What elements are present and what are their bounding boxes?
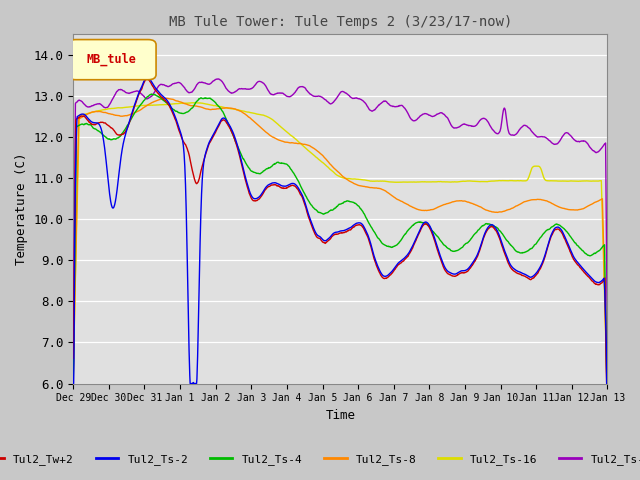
FancyBboxPatch shape — [68, 39, 156, 80]
X-axis label: Time: Time — [325, 409, 355, 422]
Text: MB_tule: MB_tule — [87, 53, 137, 67]
Y-axis label: Temperature (C): Temperature (C) — [15, 153, 28, 265]
Title: MB Tule Tower: Tule Temps 2 (3/23/17-now): MB Tule Tower: Tule Temps 2 (3/23/17-now… — [168, 15, 512, 29]
Legend: Tul2_Tw+2, Tul2_Ts-2, Tul2_Ts-4, Tul2_Ts-8, Tul2_Ts-16, Tul2_Ts-32: Tul2_Tw+2, Tul2_Ts-2, Tul2_Ts-4, Tul2_Ts… — [0, 450, 640, 469]
